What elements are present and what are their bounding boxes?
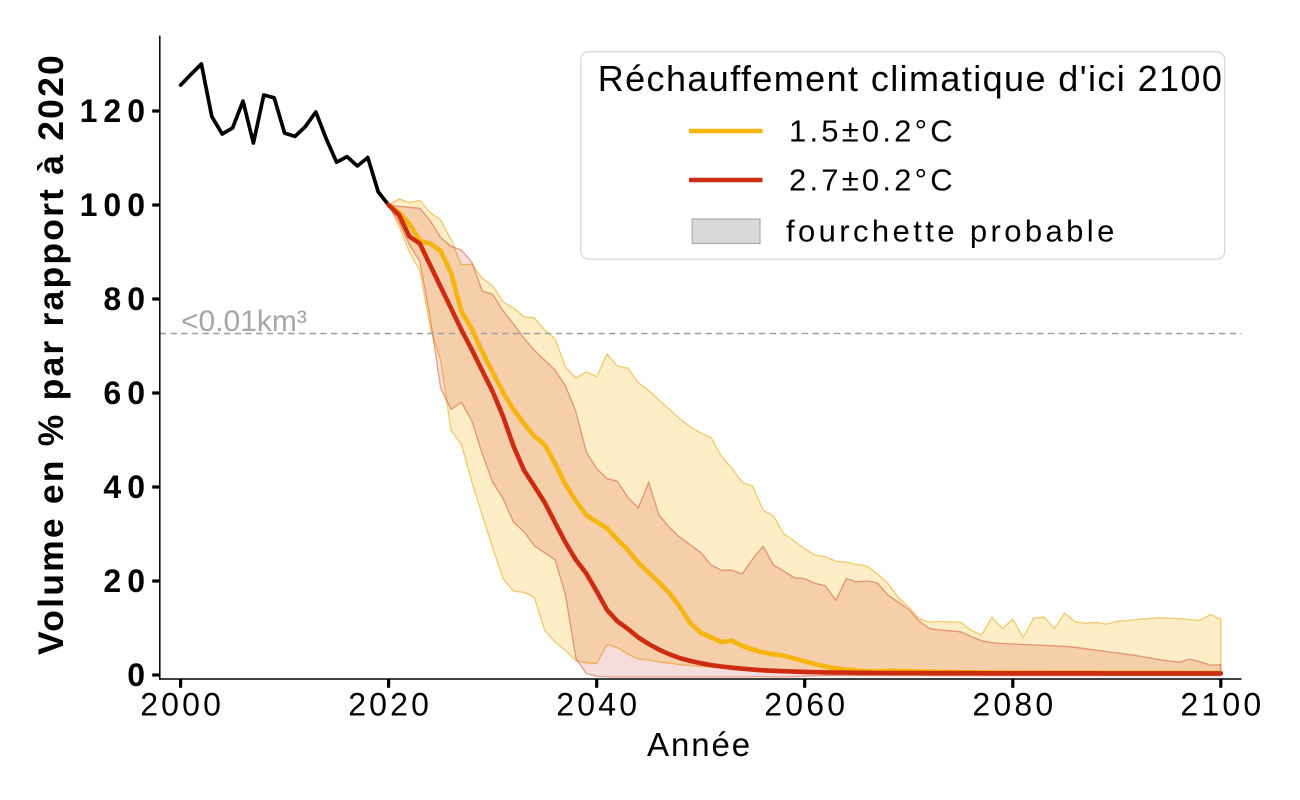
svg-text:Volume en % par rapport à 2020: Volume en % par rapport à 2020	[31, 53, 71, 655]
svg-text:2040: 2040	[556, 687, 640, 723]
svg-text:100: 100	[80, 187, 151, 223]
svg-text:2100: 2100	[1180, 687, 1264, 723]
svg-text:0: 0	[127, 657, 151, 693]
svg-text:2060: 2060	[764, 687, 848, 723]
svg-text:60: 60	[103, 375, 151, 411]
svg-text:Réchauffement climatique d'ici: Réchauffement climatique d'ici 2100	[598, 58, 1224, 99]
svg-text:2000: 2000	[140, 687, 224, 723]
svg-text:2080: 2080	[972, 687, 1056, 723]
svg-text:80: 80	[103, 281, 151, 317]
svg-text:<0.01km³: <0.01km³	[181, 305, 307, 338]
svg-text:40: 40	[103, 469, 151, 505]
svg-text:120: 120	[80, 93, 151, 129]
svg-text:fourchette probable: fourchette probable	[786, 214, 1118, 249]
svg-text:2020: 2020	[348, 687, 432, 723]
svg-text:1.5±0.2°C: 1.5±0.2°C	[789, 114, 956, 149]
svg-text:20: 20	[103, 563, 151, 599]
svg-text:2.7±0.2°C: 2.7±0.2°C	[789, 163, 956, 198]
svg-text:Année: Année	[647, 726, 752, 763]
